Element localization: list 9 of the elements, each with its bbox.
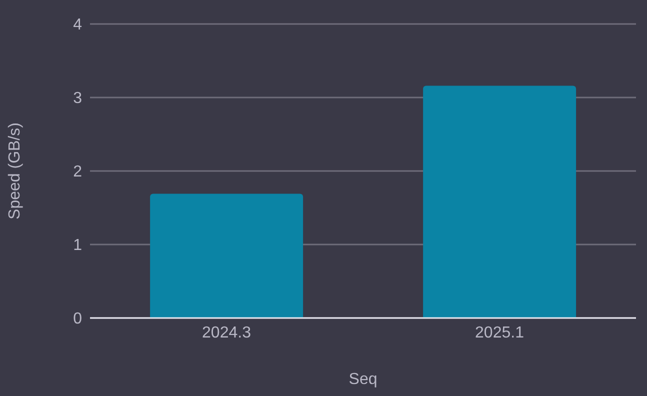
- y-tick-label: 3: [73, 90, 82, 108]
- x-tick-label: 2024.3: [202, 324, 252, 342]
- y-tick-label: 4: [73, 16, 82, 34]
- y-tick-label: 1: [73, 237, 82, 254]
- y-tick-label: 0: [73, 310, 82, 328]
- x-axis-title: Seq: [348, 371, 378, 388]
- y-axis-title: Speed (GB/s): [6, 122, 24, 220]
- x-tick-label: 2025.1: [475, 324, 524, 342]
- y-tick-label: 2: [73, 164, 82, 181]
